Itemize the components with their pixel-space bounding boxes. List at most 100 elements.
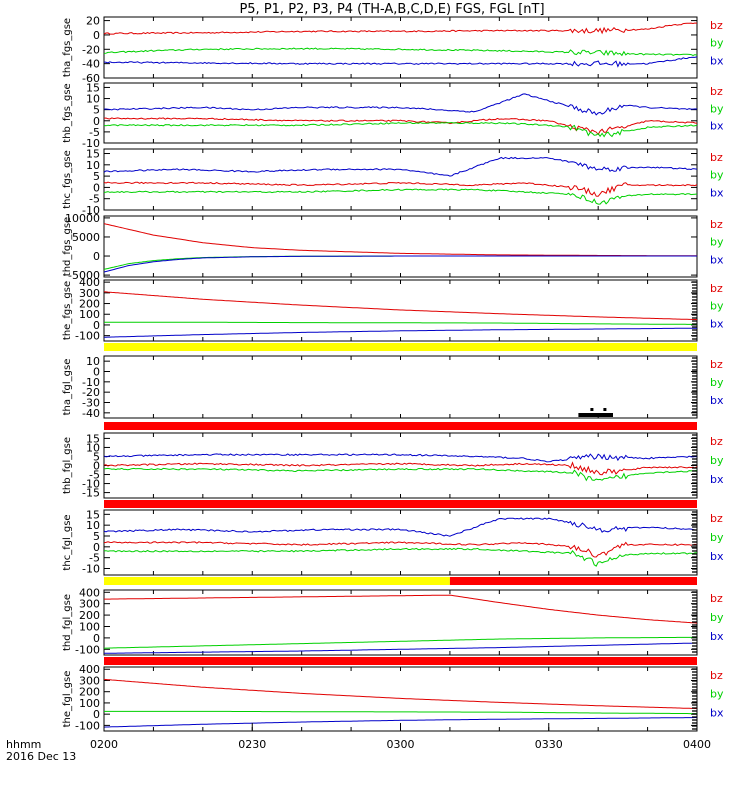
series-line-by (103, 547, 698, 567)
legend-bx: bx (710, 550, 724, 563)
legend-bz: bz (710, 282, 723, 295)
y-axis-label: thd_fgs_gse (62, 217, 73, 276)
y-tick-label: 10 (86, 93, 100, 106)
legend-bx: bx (710, 54, 724, 67)
y-tick-label: 300 (79, 598, 100, 611)
y-tick-label: 0 (93, 541, 100, 554)
status-bar (104, 500, 697, 508)
series-line-bx (103, 255, 697, 273)
y-tick-label: 5 (93, 104, 100, 117)
y-tick-label: 400 (79, 586, 100, 599)
status-bars (104, 343, 697, 665)
status-segment (104, 657, 697, 665)
y-axis-label: thc_fgs_gse (62, 150, 73, 209)
x-tick-label: 0400 (683, 738, 711, 751)
y-axis-label: the_fgs_gse (62, 281, 73, 340)
y-tick-label: -5000 (68, 269, 100, 282)
panel-frame (103, 215, 698, 278)
date-label: 2016 Dec 13 (6, 750, 76, 763)
legend-by: by (710, 169, 724, 182)
time-axis: 0200 0230 0300 0330 0400 (90, 723, 711, 751)
y-tick-label: -10 (82, 376, 100, 389)
y-tick-label: 300 (79, 674, 100, 687)
y-tick-label: 100 (79, 697, 100, 710)
panel-frame (103, 16, 698, 79)
y-tick-label: 200 (79, 686, 100, 699)
legend-bz: bz (710, 358, 723, 371)
legend-bx: bx (710, 253, 724, 266)
status-segment (104, 577, 450, 585)
y-tick-label: 10 (86, 519, 100, 532)
series-line-bx (103, 517, 697, 537)
y-tick-label: 15 (86, 508, 100, 521)
y-tick-label: 0 (93, 366, 100, 379)
y-tick-label: 0 (93, 250, 100, 263)
y-tick-label: 0 (93, 115, 100, 128)
series-line-bx (103, 56, 698, 68)
legend-by: by (710, 531, 724, 544)
panel-frame (103, 666, 698, 732)
legend-bz: bz (710, 592, 723, 605)
y-tick-label: -30 (82, 397, 100, 410)
y-tick-label: 10 (86, 159, 100, 172)
series-line-bz (103, 461, 698, 476)
status-bar (104, 408, 697, 430)
series-line-bx (103, 327, 697, 338)
y-tick-label: 10 (86, 441, 100, 454)
legend-by: by (710, 37, 724, 50)
status-segment (104, 343, 697, 351)
y-tick-label: 0 (93, 319, 100, 332)
legend-bx: bx (710, 394, 724, 407)
legend-bz: bz (710, 151, 723, 164)
y-tick-label: 400 (79, 663, 100, 676)
series-line-by (103, 467, 698, 482)
status-segment (449, 577, 697, 585)
x-tick-label: 0330 (535, 738, 563, 751)
y-tick-label: 5000 (72, 231, 100, 244)
figure-title: P5, P1, P2, P3, P4 (TH-A,B,C,D,E) FGS, F… (239, 2, 544, 17)
y-tick-label: -20 (82, 386, 100, 399)
y-tick-label: -15 (82, 487, 100, 500)
y-tick-label: 0 (93, 632, 100, 645)
y-tick-label: 200 (79, 609, 100, 622)
right-edge-tick-band (692, 591, 697, 653)
y-tick-label: 5 (93, 450, 100, 463)
y-tick-label: 5 (93, 170, 100, 183)
y-tick-label: -20 (82, 43, 100, 56)
status-segment (104, 422, 697, 430)
series-line-by (104, 321, 697, 325)
status-bar (104, 577, 697, 585)
series-line-bz (104, 594, 698, 624)
right-edge-tick-band (692, 511, 697, 573)
status-mark (590, 408, 594, 411)
y-axis-label: thb_fgl_gse (62, 437, 73, 494)
series-line-by (104, 710, 697, 715)
y-axis-label: the_fgl_gse (62, 671, 73, 728)
legend-by: by (710, 236, 724, 249)
legend-bz: bz (710, 218, 723, 231)
right-edge-tick-band (692, 357, 697, 416)
legend-by: by (710, 376, 724, 389)
legend-bx: bx (710, 186, 724, 199)
status-bar (104, 657, 697, 665)
y-tick-label: 10 (86, 355, 100, 368)
legend-bx: bx (710, 317, 724, 330)
legend-bz: bz (710, 669, 723, 682)
status-mark (603, 408, 607, 411)
x-tick-label: 0200 (90, 738, 118, 751)
y-tick-label: -40 (82, 407, 100, 420)
legend-bz: bz (710, 512, 723, 525)
series-line-bx (104, 642, 698, 654)
legend-by: by (710, 102, 724, 115)
y-tick-label: 15 (86, 148, 100, 161)
panel-tha-fgl-gse: 100-10-20-30-40 tha_fgl_gse bz by bx (62, 355, 724, 420)
right-edge-tick-band (692, 434, 697, 496)
y-tick-label: 15 (86, 81, 100, 94)
legend-bz: bz (710, 19, 723, 32)
y-axis-label: tha_fgs_gse (62, 18, 73, 77)
